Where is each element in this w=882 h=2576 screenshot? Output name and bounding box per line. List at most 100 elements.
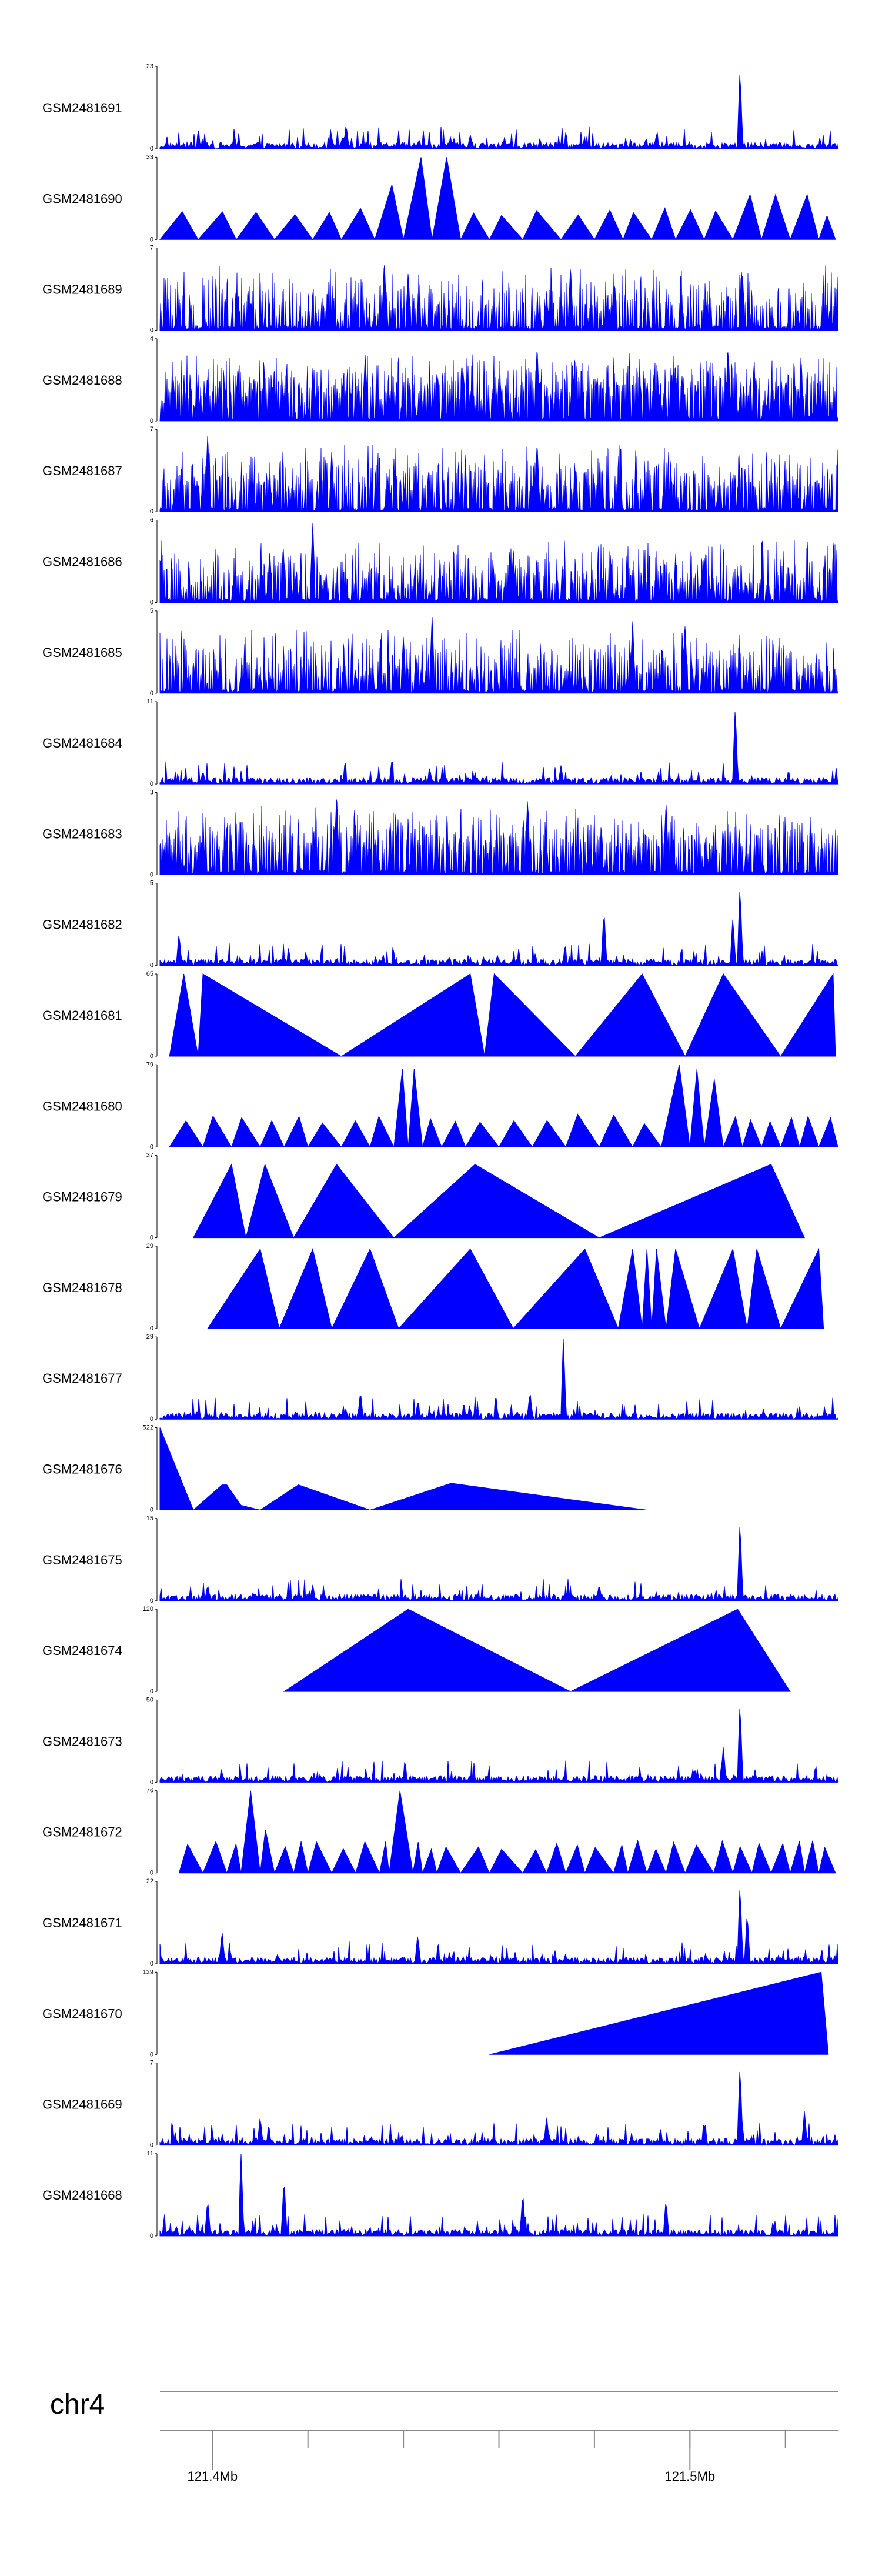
track-label: GSM2481676 <box>42 1462 122 1477</box>
track-GSM2481686: GSM2481686 6 0 <box>42 517 838 606</box>
signal-triangle <box>169 1120 204 1147</box>
signal-triangle <box>704 1079 724 1147</box>
signal-area <box>159 1709 838 1784</box>
signal-triangle <box>804 1840 820 1874</box>
track-GSM2481681: GSM2481681 65 0 <box>42 970 836 1060</box>
signal-triangle <box>369 1115 395 1147</box>
signal-triangle <box>226 1843 242 1874</box>
signal-area <box>207 1247 824 1330</box>
track-GSM2481670: GSM2481670 129 0 <box>42 1968 829 2058</box>
y-max-label: 23 <box>146 63 153 70</box>
signal-triangle <box>770 1843 791 1874</box>
signal-triangle <box>407 1069 423 1147</box>
track-GSM2481668: GSM2481668 11 0 <box>42 2150 838 2240</box>
signal-triangle <box>422 1848 437 1874</box>
signal-triangle <box>627 1839 647 1874</box>
signal-triangle <box>790 193 820 240</box>
track-label: GSM2481669 <box>42 2097 122 2112</box>
signal-triangle <box>403 157 433 240</box>
y-min-label: 0 <box>150 780 153 788</box>
signal-triangle <box>818 1846 836 1874</box>
y-min-label: 0 <box>150 145 153 152</box>
signal-triangle <box>465 1122 500 1147</box>
signal-triangle <box>307 1122 342 1147</box>
track-GSM2481675: GSM2481675 15 0 <box>42 1515 838 1604</box>
y-min-label: 0 <box>150 1143 153 1150</box>
track-GSM2481690: GSM2481690 33 0 <box>42 154 836 243</box>
signal-triangle <box>732 193 762 240</box>
tracks-group: GSM2481691230GSM2481690330GSM248168970GS… <box>42 63 838 2240</box>
signal-triangle <box>441 1120 466 1147</box>
signal-triangle <box>584 1847 614 1874</box>
signal-triangle <box>240 1790 261 1874</box>
track-GSM2481687: GSM2481687 7 0 <box>42 426 838 515</box>
signal-triangle <box>599 1114 633 1147</box>
signal-triangle <box>732 1846 753 1874</box>
signal-triangle <box>594 209 624 240</box>
signal-area <box>159 436 838 513</box>
track-label: GSM2481684 <box>42 736 122 750</box>
signal-triangle <box>761 193 791 240</box>
signal-area <box>159 352 838 422</box>
genome-axis: chr4 121.4Mb 121.5Mb <box>50 2389 838 2484</box>
y-min-label: 0 <box>150 690 153 697</box>
signal-baseline <box>160 328 838 331</box>
signal-area <box>489 1971 829 2055</box>
signal-area <box>159 1527 838 1602</box>
axis-tick-label: 121.5Mb <box>664 2469 715 2484</box>
signal-triangle <box>274 1846 295 1874</box>
y-min-label: 0 <box>150 1053 153 1060</box>
track-label: GSM2481685 <box>42 645 122 660</box>
track-GSM2481688: GSM2481688 4 0 <box>42 335 838 425</box>
track-label: GSM2481688 <box>42 373 122 388</box>
signal-triangle <box>684 1844 714 1874</box>
signal-triangle <box>202 1840 228 1874</box>
y-min-label: 0 <box>150 1234 153 1242</box>
y-max-label: 22 <box>146 1878 153 1885</box>
y-min-label: 0 <box>150 418 153 425</box>
track-label: GSM2481690 <box>42 191 122 206</box>
y-max-label: 5 <box>150 608 153 615</box>
y-min-label: 0 <box>150 2233 153 2240</box>
track-GSM2481682: GSM2481682 5 0 <box>42 880 838 969</box>
track-GSM2481685: GSM2481685 5 0 <box>42 608 838 697</box>
y-max-label: 522 <box>143 1424 153 1432</box>
signal-area <box>159 265 838 331</box>
track-GSM2481672: GSM2481672 76 0 <box>42 1787 836 1877</box>
y-min-label: 0 <box>150 1960 153 1967</box>
signal-area <box>159 2154 838 2237</box>
y-max-label: 79 <box>146 1061 153 1068</box>
y-max-label: 129 <box>143 1968 153 1976</box>
signal-triangle <box>565 1113 600 1147</box>
y-min-label: 0 <box>150 2142 153 2149</box>
signal-baseline <box>160 419 838 421</box>
y-max-label: 50 <box>146 1696 153 1703</box>
signal-triangle <box>498 1120 533 1147</box>
signal-triangle <box>422 1117 442 1147</box>
track-label: GSM2481689 <box>42 282 122 297</box>
signal-triangle <box>666 1841 686 1874</box>
signal-triangle <box>259 1829 275 1874</box>
signal-triangle <box>799 1115 820 1147</box>
signal-baseline <box>160 600 838 603</box>
track-GSM2481680: GSM2481680 79 0 <box>42 1061 838 1150</box>
track-label: GSM2481678 <box>42 1280 122 1295</box>
y-max-label: 11 <box>147 2150 153 2157</box>
y-max-label: 15 <box>146 1515 153 1522</box>
signal-triangle <box>790 1840 805 1874</box>
signal-triangle <box>312 212 342 240</box>
y-max-label: 11 <box>147 698 153 705</box>
track-GSM2481671: GSM2481671 22 0 <box>42 1878 838 1967</box>
y-max-label: 6 <box>150 517 153 524</box>
signal-baseline <box>160 873 838 875</box>
track-GSM2481678: GSM2481678 29 0 <box>42 1243 824 1332</box>
y-min-label: 0 <box>150 1416 153 1423</box>
y-min-label: 0 <box>150 1870 153 1877</box>
track-label: GSM2481683 <box>42 826 122 841</box>
track-GSM2481683: GSM2481683 3 0 <box>42 789 838 878</box>
track-GSM2481669: GSM2481669 7 0 <box>42 2060 838 2149</box>
y-min-label: 0 <box>150 2051 153 2058</box>
signal-triangle <box>259 1120 285 1147</box>
signal-triangle <box>355 1840 380 1874</box>
